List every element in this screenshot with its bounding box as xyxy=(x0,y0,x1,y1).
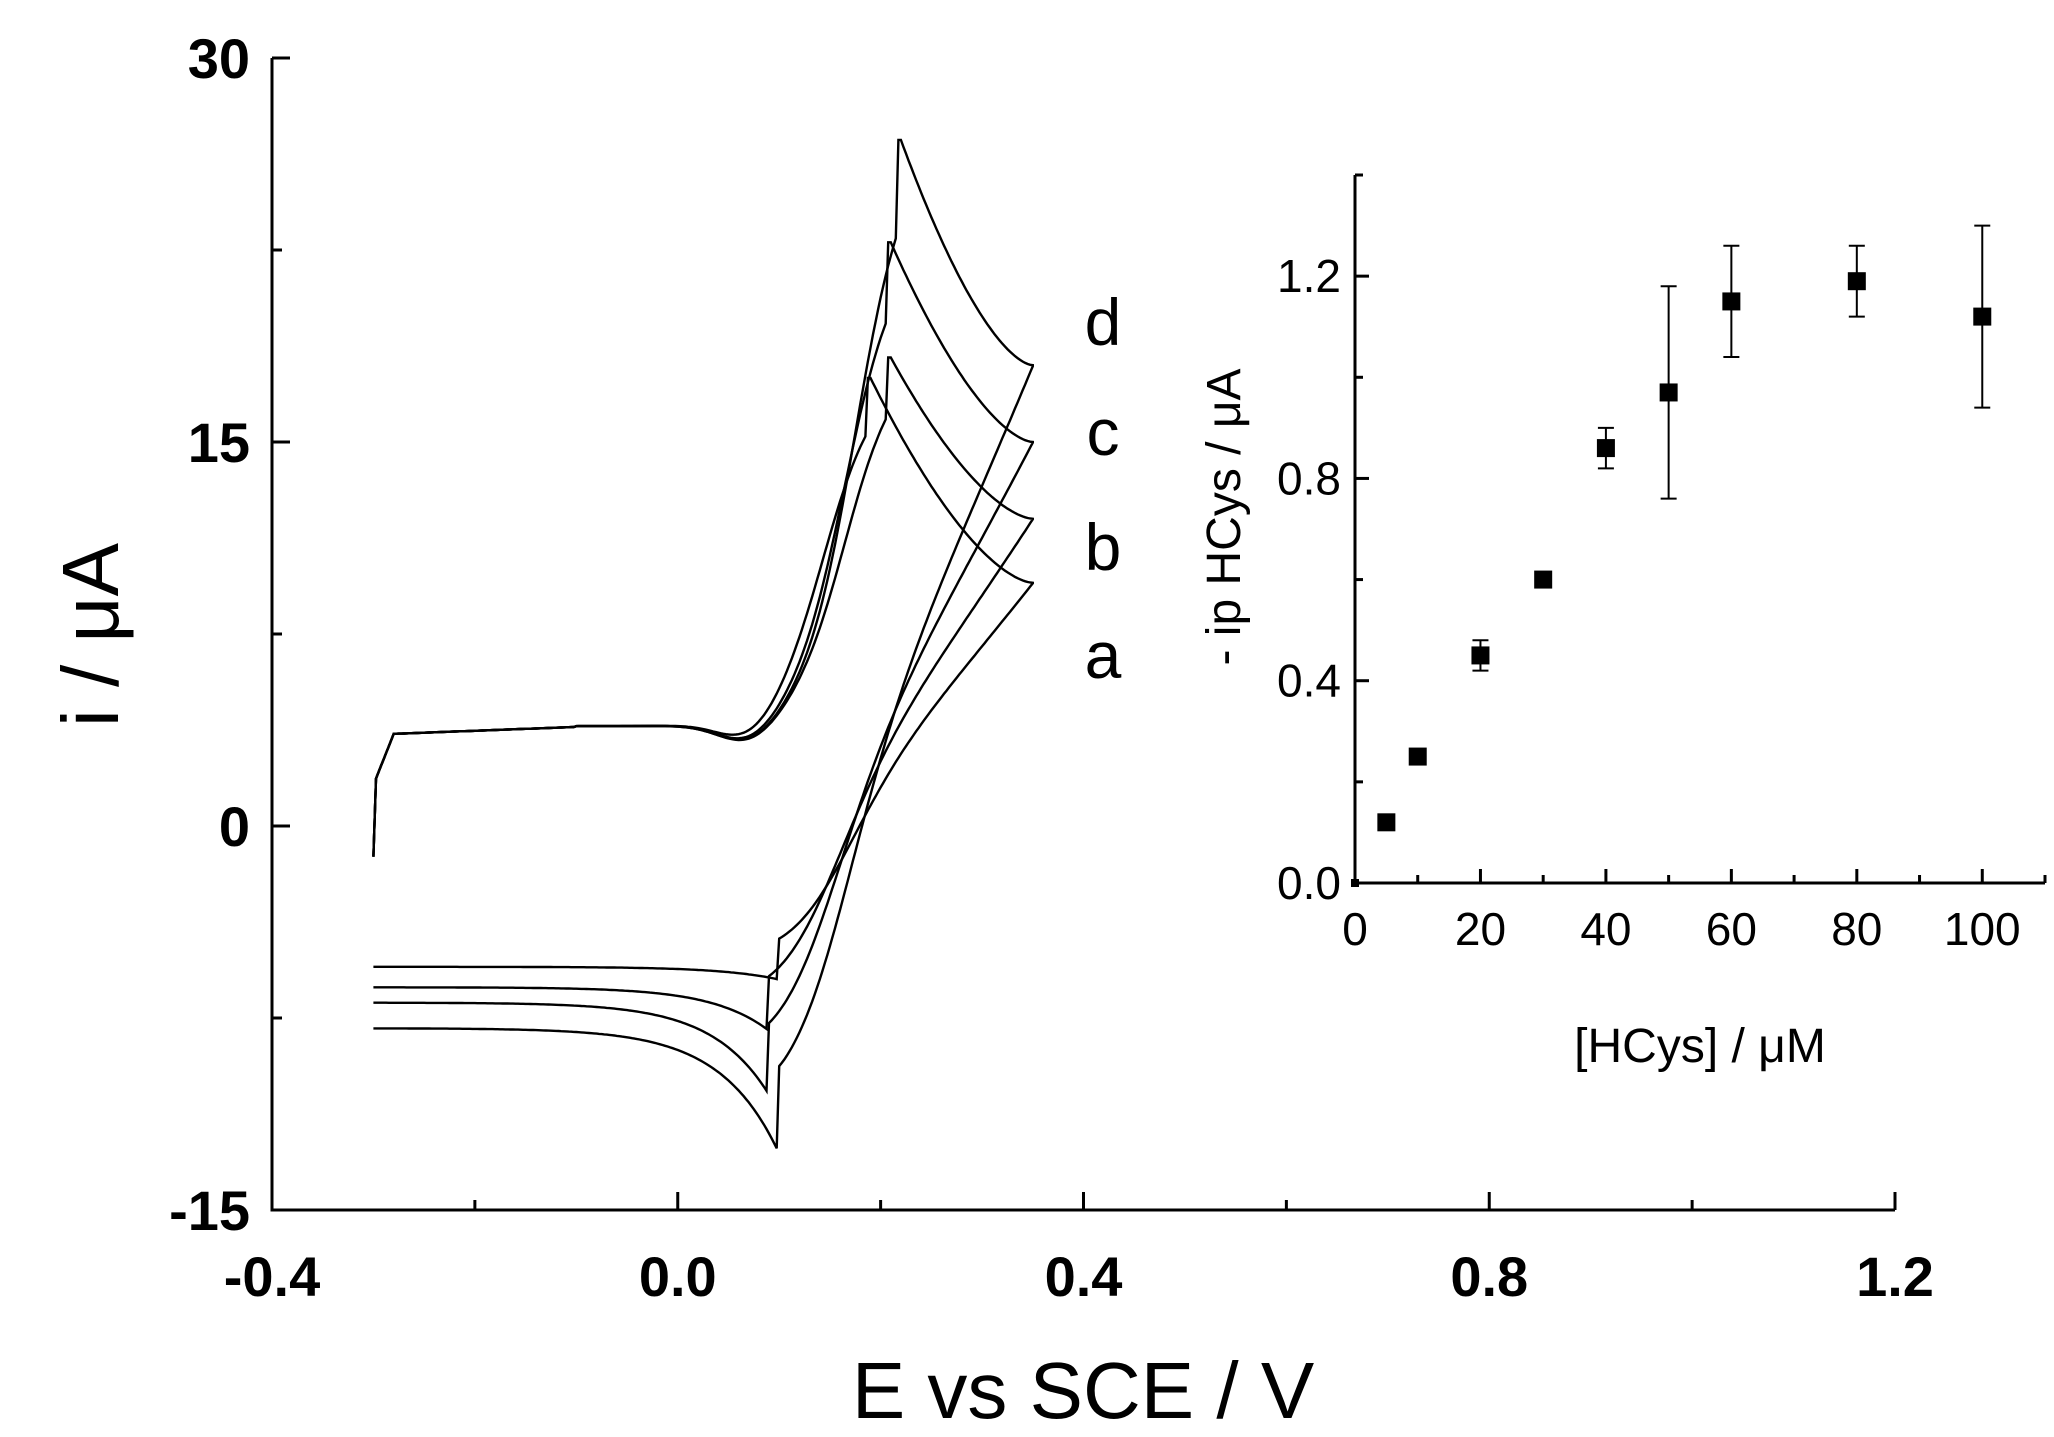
main-x-tick-label: 1.2 xyxy=(1856,1245,1934,1308)
inset-x-axis-label: [HCys] / μM xyxy=(1574,1020,1826,1073)
cv-curve-b xyxy=(372,356,1034,1032)
main-x-tick-label: 0.8 xyxy=(1450,1245,1528,1308)
main-x-ticks: -0.4 0.0 0.4 0.8 1.2 xyxy=(224,1192,1934,1308)
cv-curve-label-c: c xyxy=(1087,395,1120,469)
inset-axes xyxy=(1353,175,2045,885)
cv-curve-label-d: d xyxy=(1085,285,1122,359)
inset-y-tick-label: 1.2 xyxy=(1277,250,1341,302)
inset-x-tick-label: 20 xyxy=(1455,903,1506,955)
inset-x-tick-label: 40 xyxy=(1580,903,1631,955)
inset-data-point xyxy=(1408,747,1427,766)
inset-scatter-chart: 0 20 40 60 80 100 0.0 0.4 0.8 1.2 [HCys] / μM - … xyxy=(1198,173,2047,1073)
main-y-axis-label: i / μA xyxy=(46,542,135,727)
main-y-tick-label: 15 xyxy=(188,411,250,474)
inset-data-point xyxy=(1534,570,1553,589)
inset-y-axis-label: - ip HCys / μA xyxy=(1198,368,1251,665)
main-y-tick-label: 0 xyxy=(219,795,250,858)
inset-data-point xyxy=(1973,307,1992,326)
main-y-tick-label: -15 xyxy=(169,1179,250,1242)
inset-x-tick-label: 0 xyxy=(1342,903,1368,955)
main-x-tick-label: 0.0 xyxy=(639,1245,717,1308)
inset-y-tick-label: 0.8 xyxy=(1277,452,1341,504)
inset-y-tick-label: 0.0 xyxy=(1277,857,1341,909)
inset-x-tick-label: 60 xyxy=(1706,903,1757,955)
cv-curves xyxy=(372,138,1034,1149)
inset-y-tick-label: 0.4 xyxy=(1277,655,1341,707)
inset-data-point xyxy=(1471,646,1490,665)
inset-x-ticks: 0 20 40 60 80 100 xyxy=(1342,869,2047,955)
cv-curve-a xyxy=(372,376,1034,981)
inset-y-ticks: 0.0 0.4 0.8 1.2 xyxy=(1277,173,1369,909)
main-y-ticks: -15 0 15 30 xyxy=(169,27,290,1242)
inset-data-point xyxy=(1847,272,1866,291)
cv-curve-label-b: b xyxy=(1085,510,1122,584)
inset-x-tick-label: 100 xyxy=(1944,903,2021,955)
main-y-tick-label: 30 xyxy=(188,27,250,90)
main-x-axis-label: E vs SCE / V xyxy=(852,1346,1315,1435)
inset-data-points xyxy=(1351,224,1992,887)
cv-curve-label-a: a xyxy=(1085,618,1122,692)
inset-data-point xyxy=(1659,383,1678,402)
main-x-tick-label: -0.4 xyxy=(224,1245,321,1308)
main-x-tick-label: 0.4 xyxy=(1045,1245,1123,1308)
cv-curve-d xyxy=(372,138,1034,1149)
inset-data-point xyxy=(1351,879,1359,887)
inset-data-point xyxy=(1596,439,1615,458)
inset-data-point xyxy=(1377,813,1396,832)
inset-data-point xyxy=(1722,292,1741,311)
inset-x-tick-label: 80 xyxy=(1831,903,1882,955)
